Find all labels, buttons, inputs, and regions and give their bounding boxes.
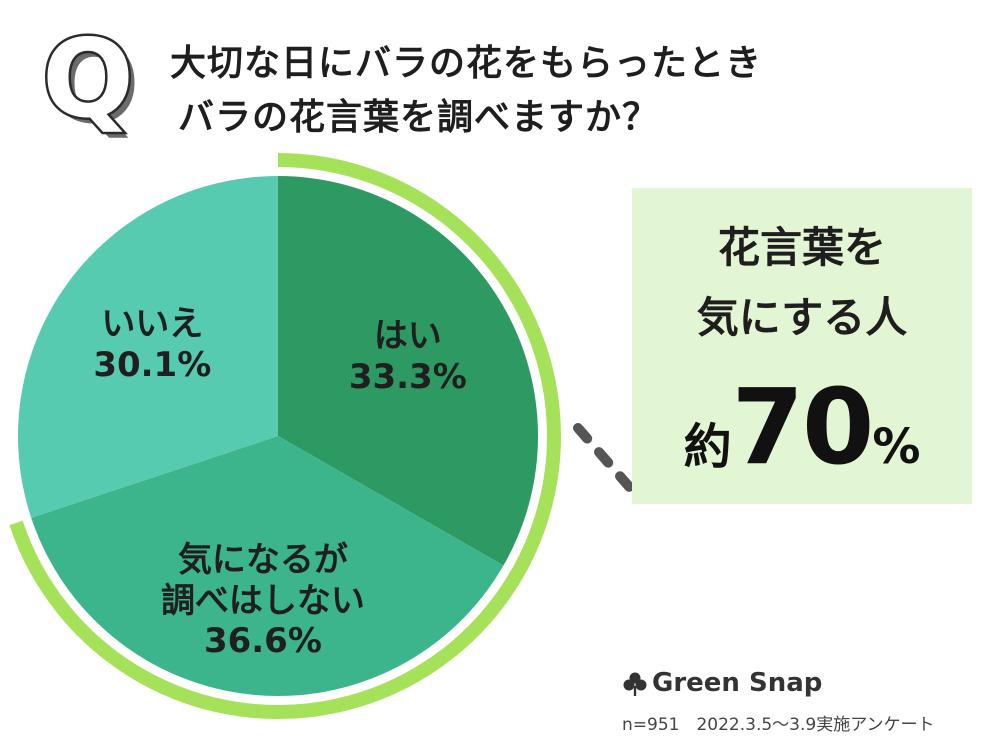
callout-figure: 約70% [632, 366, 972, 488]
callout-line-2: 気にする人 [696, 293, 908, 342]
clover-icon [623, 672, 647, 696]
slice-label-curious-no-check: 気になるが 調べはしない 36.6% [143, 540, 383, 662]
callout-line-1: 花言葉を [717, 223, 886, 272]
pie-slice-yes [278, 176, 539, 566]
pie-slices [18, 176, 539, 696]
slice-label-no: いいえ 30.1% [32, 304, 272, 386]
callout-unit: % [872, 419, 921, 475]
slice-label-text: いいえ [101, 304, 204, 345]
slice-label-text: はい [373, 315, 442, 356]
slice-value: 36.6% [203, 621, 322, 662]
question-line-1: 大切な日にバラの花をもらったとき [170, 43, 763, 84]
highlight-arcs [9, 153, 561, 719]
slice-label-text: 調べはしない [160, 580, 365, 621]
pie-slice-no [18, 176, 279, 518]
callout-box: 花言葉を 気にする人 約70% [632, 188, 972, 504]
survey-note: n=951 2022.3.5～3.9実施アンケート [622, 715, 935, 735]
slice-label-yes: はい 33.3% [288, 316, 528, 398]
brand-logo: Green Snap [622, 668, 822, 698]
callout-value: 70 [731, 366, 875, 488]
q-badge-icon: Q Q [40, 26, 140, 146]
brand-name: Green Snap [652, 668, 823, 698]
question-line-2: バラの花言葉を調べますか？ [178, 97, 660, 138]
slice-label-text: 気になるが [177, 539, 348, 580]
pie-slice-curious-no-check [31, 436, 504, 696]
q-letter-shadow: Q [48, 26, 140, 146]
slice-value: 30.1% [93, 345, 212, 386]
q-letter: Q [42, 26, 134, 142]
callout-approx: 約 [683, 419, 732, 475]
slice-value: 33.3% [348, 356, 467, 397]
highlight-arc [9, 153, 561, 719]
